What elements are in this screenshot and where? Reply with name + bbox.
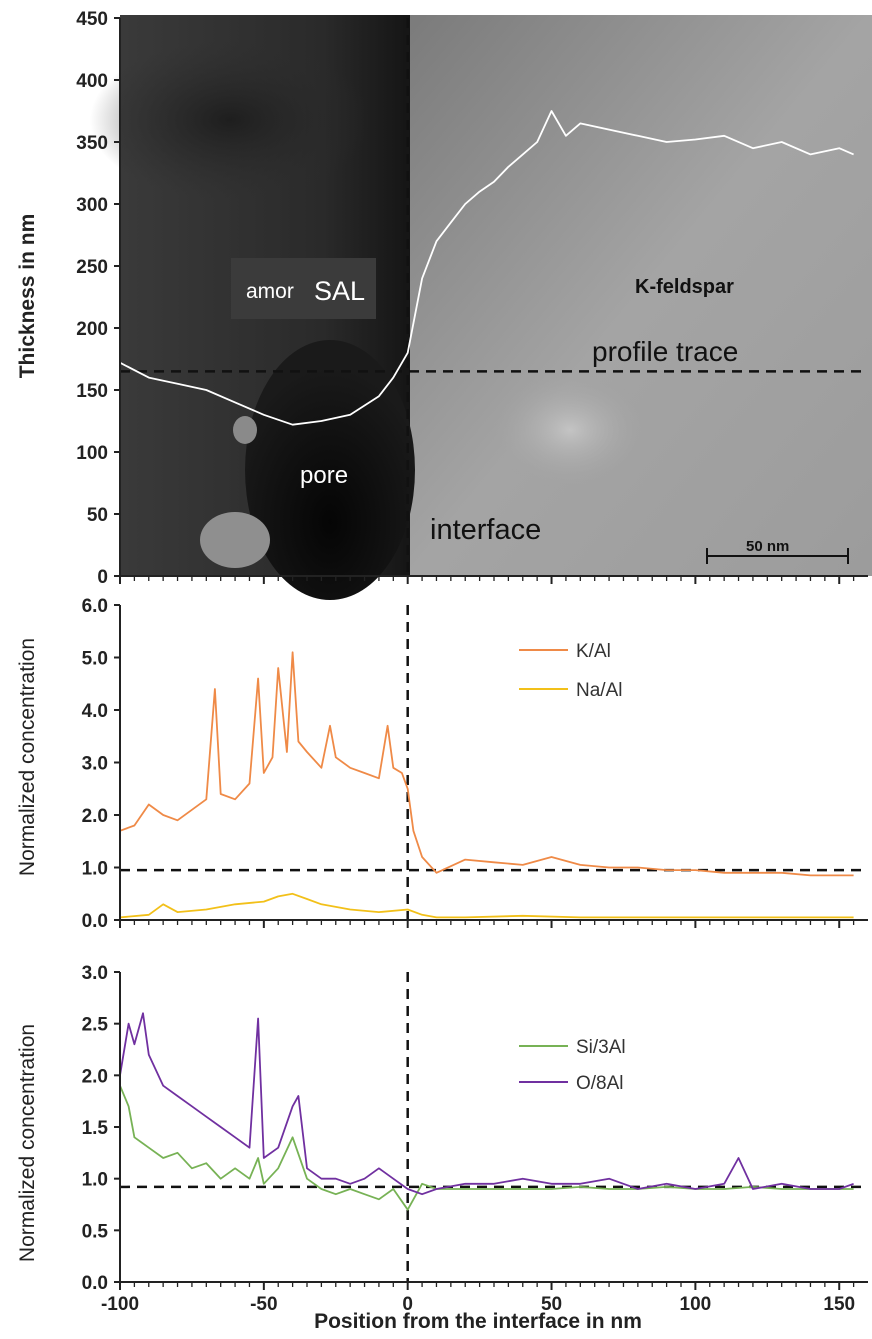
y-tick-label: 0.0: [82, 1273, 108, 1294]
annotation-kfeldspar: K-feldspar: [635, 276, 734, 298]
x-tick-label: 150: [823, 1294, 855, 1315]
annotation-profile-trace: profile trace: [592, 336, 738, 367]
tem-light-region: [490, 370, 650, 490]
x-tick-label: -100: [101, 1294, 139, 1315]
x-tick-label: -50: [250, 1294, 277, 1315]
scalebar-label: 50 nm: [746, 538, 789, 555]
y-tick-label: 3.0: [82, 754, 108, 775]
panel-axes-top: 0 50 100 150 200 250 300 350 400 450: [76, 9, 868, 588]
legend-label-na-al: Na/Al: [576, 680, 622, 701]
ylabel-bottom: Normalized concentration: [16, 1024, 39, 1262]
panel-axes-middle: 0.0 1.0 2.0 3.0 4.0 5.0 6.0: [82, 596, 868, 932]
y-tick-label: 1.0: [82, 1170, 108, 1191]
ylabel-top: Thickness in nm: [16, 214, 39, 379]
y-tick-label: 150: [76, 381, 108, 402]
tem-dark-region: [90, 40, 370, 200]
y-tick-label: 0: [97, 567, 108, 588]
series-line-thickness-profile: [119, 110, 854, 426]
panel-axes-bottom: 0.0 0.5 1.0 1.5 2.0 2.5 3.0 -100 -50 0 50 100 150: [82, 963, 868, 1315]
y-tick-label: 1.5: [82, 1118, 109, 1139]
x-tick-label: 100: [680, 1294, 712, 1315]
y-tick-label: 100: [76, 443, 108, 464]
legend-label-o-8al: O/8Al: [576, 1073, 624, 1094]
tem-pore-region: [245, 340, 415, 600]
y-tick-label: 2.0: [82, 1066, 108, 1087]
y-tick-label: 250: [76, 257, 108, 278]
ylabel-middle: Normalized concentration: [16, 638, 39, 876]
y-tick-label: 450: [76, 9, 108, 30]
series-line-si-3al: [119, 1085, 854, 1211]
y-tick-label: 0.0: [82, 911, 108, 932]
annotation-interface: interface: [430, 514, 541, 546]
xlabel: Position from the interface in nm: [314, 1310, 642, 1333]
y-tick-label: 400: [76, 71, 108, 92]
tem-bright-particle: [233, 416, 257, 444]
annotation-amor: amor: [246, 280, 294, 303]
y-tick-label: 5.0: [82, 649, 108, 670]
y-tick-label: 2.5: [82, 1015, 109, 1036]
legend-middle: K/Al Na/Al: [519, 641, 622, 701]
y-tick-label: 50: [87, 505, 108, 526]
legend-bottom: Si/3Al O/8Al: [519, 1037, 626, 1094]
y-tick-label: 6.0: [82, 596, 108, 617]
y-tick-label: 200: [76, 319, 108, 340]
y-tick-label: 3.0: [82, 963, 108, 984]
tem-image-panel: [90, 15, 872, 600]
annotation-sal: SAL: [314, 276, 365, 306]
amor-sal-box: [231, 258, 376, 319]
y-tick-label: 4.0: [82, 701, 108, 722]
y-tick-label: 350: [76, 133, 108, 154]
y-tick-label: 0.5: [82, 1221, 109, 1242]
legend-label-si-3al: Si/3Al: [576, 1037, 626, 1058]
tem-bright-particle: [200, 512, 270, 568]
annotations: amor SAL K-feldspar profile trace pore i…: [231, 258, 849, 564]
y-tick-label: 2.0: [82, 806, 108, 827]
y-tick-label: 1.0: [82, 859, 108, 880]
series-line-na-al: [119, 892, 854, 919]
legend-label-k-al: K/Al: [576, 641, 611, 662]
series-line-k-al: [119, 651, 854, 877]
tem-image-right: [410, 15, 872, 576]
x-tick-label: 0: [402, 1294, 413, 1315]
series-line-o-8al: [119, 1012, 854, 1196]
x-tick-label: 50: [541, 1294, 562, 1315]
annotation-pore: pore: [300, 462, 348, 489]
y-tick-label: 300: [76, 195, 108, 216]
